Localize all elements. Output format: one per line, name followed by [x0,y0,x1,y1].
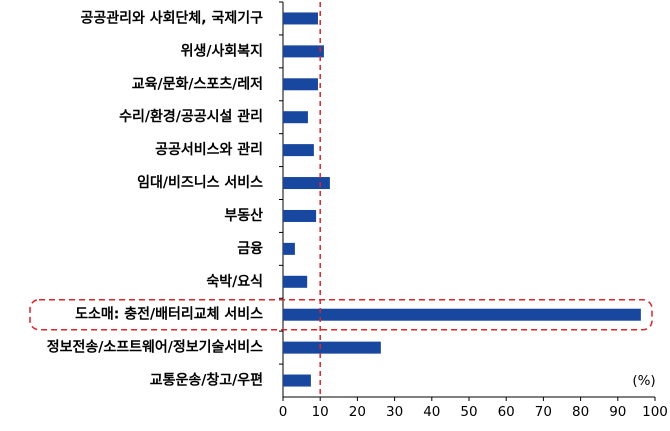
y-tick-label: 교통운송/창고/우편 [150,372,263,389]
unit-label: (%) [632,373,655,389]
x-tick-label: 0 [279,404,288,420]
x-tick-label: 20 [349,404,366,420]
y-tick-label: 위생/사회복지 [181,43,263,59]
bar [283,374,311,387]
y-tick-label: 공공관리와 사회단체, 국제기구 [80,9,263,26]
x-tick-label: 80 [572,404,589,420]
bar [283,12,318,25]
y-tick-label: 금융 [237,241,263,257]
x-tick-label: 90 [609,404,626,420]
bar [283,308,641,321]
y-tick-label: 임대/비즈니스 서비스 [137,175,263,191]
bar [283,341,381,354]
y-tick-label: 교육/문화/스포츠/레저 [132,76,263,92]
bar [283,177,330,190]
bar [283,242,295,255]
x-tick-label: 40 [423,404,440,420]
bar [283,78,318,91]
highlight-box [29,298,653,331]
y-tick-label: 숙박/요식 [206,273,263,290]
bar [283,275,308,288]
x-tick-label: 100 [642,404,668,420]
y-tick-label: 도소매: 충전/배터리교체 서비스 [75,306,263,323]
y-tick-label: 수리/환경/공공시설 관리 [119,108,263,125]
y-tick-label: 정보전송/소프트웨어/정보기술서비스 [47,339,263,356]
bar [283,209,317,222]
x-tick-label: 70 [535,404,552,420]
x-tick-label: 10 [312,404,329,420]
bar [283,111,308,124]
x-tick-label: 50 [460,404,477,420]
bar [283,144,314,157]
bar [283,45,324,58]
y-tick-label: 부동산 [224,207,263,224]
x-tick-label: 30 [386,404,403,420]
x-tick-label: 60 [498,404,515,420]
y-tick-label: 공공서비스와 관리 [155,141,263,158]
